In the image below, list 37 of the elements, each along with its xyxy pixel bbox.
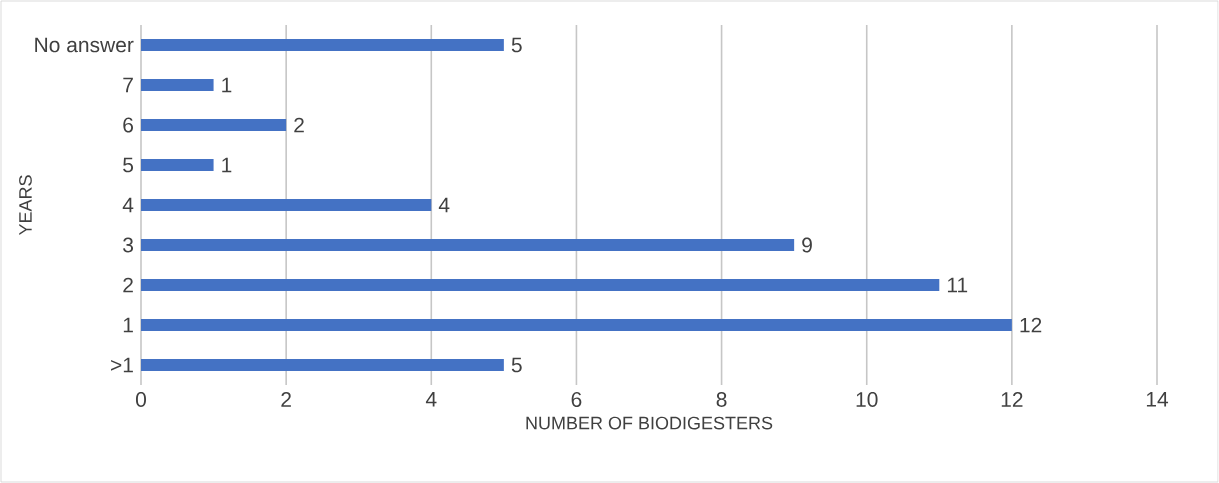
x-tick-label: 4	[425, 392, 437, 407]
bar	[141, 239, 795, 251]
data-label: 12	[1020, 317, 1042, 333]
data-label: 11	[947, 277, 968, 293]
data-label: 4	[438, 197, 450, 213]
bar	[141, 159, 214, 171]
y-tick-label: No answer	[35, 37, 134, 53]
x-tick-label: 0	[135, 392, 147, 407]
data-label: 2	[294, 117, 304, 133]
y-axis-title: YEARS	[19, 175, 32, 236]
bar	[141, 119, 287, 131]
data-label: 5	[511, 357, 522, 373]
y-tick-label: >1	[111, 357, 133, 373]
bar	[141, 39, 504, 51]
x-axis-title: NUMBER OF BIODIGESTERS	[526, 416, 773, 430]
x-tick-label: 8	[716, 392, 727, 407]
data-label: 5	[511, 37, 522, 53]
y-tick-label: 6	[123, 117, 134, 133]
x-tick-label: 14	[1146, 392, 1169, 407]
x-tick-label: 12	[1001, 392, 1023, 407]
y-tick-label: 2	[123, 277, 133, 293]
bar	[141, 199, 432, 211]
bar	[141, 359, 504, 371]
bar	[141, 319, 1012, 331]
y-tick-label: 5	[123, 157, 134, 173]
y-tick-label: 7	[123, 77, 133, 93]
x-tick-label: 2	[281, 392, 291, 407]
data-label: 1	[222, 77, 232, 93]
y-tick-label: 4	[122, 197, 134, 213]
x-tick-label: 10	[856, 392, 878, 407]
bar	[141, 279, 940, 291]
data-label: 1	[222, 157, 232, 173]
x-tick-label: 6	[571, 392, 582, 407]
y-tick-label: 3	[123, 237, 134, 253]
bar	[141, 79, 214, 91]
y-tick-label: 1	[123, 317, 133, 333]
data-label: 9	[802, 237, 812, 253]
